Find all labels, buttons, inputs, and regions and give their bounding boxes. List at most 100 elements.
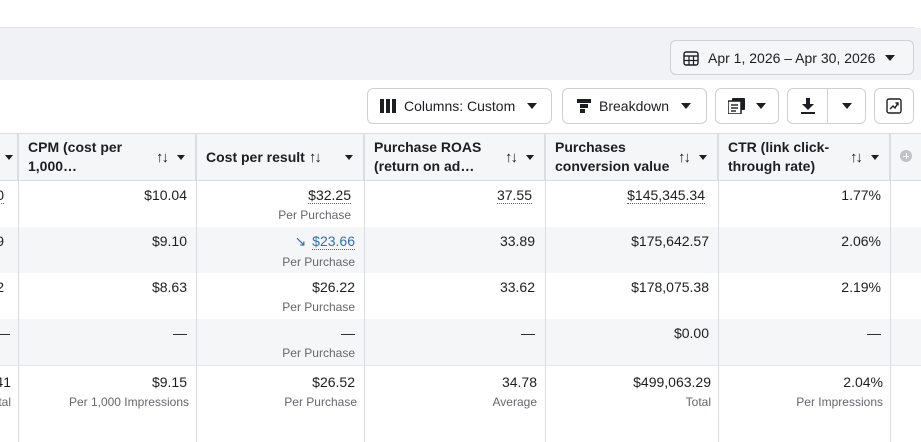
cost-per-result-unit: Per Purchase (282, 346, 355, 360)
cpm-value: $8.63 (151, 279, 187, 295)
purchase-roas-value[interactable]: 37.55 (496, 187, 532, 204)
purchase-roas-total-unit: Average (492, 395, 537, 409)
column-header-cost-per-result[interactable]: Cost per result ↑↓ (196, 133, 364, 181)
purchases-value-total-unit: Total (685, 395, 711, 409)
column-header-purchase-roas[interactable]: Purchase ROAS (return on ad… ↑↓ (364, 133, 545, 181)
ctr-total-unit: Per Impressions (796, 395, 883, 409)
column-divider (364, 133, 365, 442)
table-row (0, 181, 921, 227)
purchase-roas-value: 33.89 (499, 233, 535, 249)
sort-icon[interactable]: ↑↓ (308, 148, 322, 166)
cost-per-result-value: — (341, 325, 355, 341)
download-action[interactable] (788, 89, 828, 123)
ctr-value: 2.19% (841, 279, 881, 295)
sort-icon[interactable]: ↑↓ (678, 148, 691, 166)
column-divider (18, 133, 19, 442)
totals-row (0, 365, 921, 442)
columns-icon (380, 99, 396, 113)
cost-per-result-unit: Per Purchase (282, 300, 355, 314)
date-range-label: Apr 1, 2026 – Apr 30, 2026 (708, 49, 876, 66)
cost-per-result-total-unit: Per Purchase (284, 395, 357, 409)
chevron-down-icon[interactable] (177, 154, 185, 160)
sort-icon[interactable]: ↑↓ (505, 148, 518, 166)
chevron-down-icon[interactable] (345, 154, 353, 160)
purchases-value-total: $499,063.29 (633, 374, 711, 390)
purchase-roas-value: 33.62 (499, 279, 535, 295)
chevron-down-icon (756, 103, 766, 109)
purchase-roas-total: 34.78 (501, 374, 537, 390)
prev-column-value: 0 (0, 187, 4, 204)
top-panel (0, 0, 915, 28)
header-cost-line1: Cost per result (206, 148, 305, 165)
purchases-value[interactable]: $145,345.34 (627, 187, 705, 204)
chevron-down-icon[interactable] (871, 154, 879, 160)
ctr-total: 2.04% (843, 374, 883, 390)
cpm-value: $9.10 (151, 233, 187, 249)
column-header-partial[interactable] (0, 133, 18, 181)
prev-column-total: 41 (0, 374, 11, 390)
sort-icon[interactable]: ↑↓ (156, 148, 169, 166)
export-button[interactable] (787, 88, 866, 124)
cost-per-result-value[interactable]: $32.25 (308, 187, 351, 204)
table-header (0, 133, 921, 181)
header-cpm-line2: 1,000… (28, 158, 78, 174)
purchases-value: $178,075.38 (631, 279, 709, 295)
header-roas-line2: (return on ad… (374, 158, 475, 174)
column-divider (196, 133, 197, 442)
date-range-button[interactable]: Apr 1, 2026 – Apr 30, 2026 (670, 40, 914, 75)
cpm-total-unit: Per 1,000 Impressions (68, 395, 189, 409)
prev-column-value: 9 (0, 233, 4, 249)
column-header-cpm[interactable]: CPM (cost per 1,000… ↑↓ (18, 133, 196, 181)
download-icon (800, 98, 815, 114)
header-value-line1: Purchases (555, 139, 626, 155)
cpm-value: — (173, 325, 187, 341)
column-header-purchases-value[interactable]: Purchases conversion value ↑↓ (545, 133, 718, 181)
prev-column-value: 2 (0, 279, 4, 295)
reports-icon (728, 98, 745, 114)
table-row (0, 273, 921, 319)
cost-per-result-unit: Per Purchase (278, 208, 351, 222)
columns-label: Columns: Custom (404, 98, 516, 114)
chevron-down-icon[interactable] (699, 154, 707, 160)
cost-per-result-total: $26.52 (312, 374, 355, 390)
table-row (0, 227, 921, 273)
table-row (0, 319, 921, 365)
cpm-total: $9.15 (151, 374, 187, 390)
column-header-ctr[interactable]: CTR (link click- through rate) ↑↓ (718, 133, 890, 181)
columns-button[interactable]: Columns: Custom (367, 88, 552, 124)
add-column-icon[interactable] (900, 150, 912, 162)
cost-per-result-value: $26.22 (312, 279, 355, 295)
purchase-roas-value: — (521, 325, 535, 341)
trend-down-icon: ↘ (294, 233, 307, 249)
ctr-value: 2.06% (841, 233, 881, 249)
cost-per-result-value[interactable]: ↘ $23.66 (294, 233, 355, 250)
cost-per-result-unit: Per Purchase (282, 255, 355, 269)
chevron-down-icon (885, 54, 896, 61)
calendar-icon (683, 50, 699, 66)
chevron-down-icon[interactable] (5, 154, 13, 160)
column-divider (718, 133, 719, 442)
sort-icon[interactable]: ↑↓ (850, 148, 863, 166)
export-options[interactable] (828, 103, 865, 109)
header-roas-line1: Purchase ROAS (374, 139, 482, 155)
column-divider (890, 133, 891, 442)
reports-button[interactable] (715, 88, 779, 124)
chevron-down-icon (841, 103, 852, 109)
header-ctr-line1: CTR (link click- (728, 139, 830, 155)
column-divider (545, 133, 546, 442)
header-value-line2: conversion value (555, 158, 670, 174)
prev-column-total-unit: tal (0, 395, 11, 409)
chart-toggle-button[interactable] (874, 88, 914, 124)
purchases-value: $175,642.57 (631, 233, 709, 249)
purchases-value: $0.00 (673, 325, 709, 341)
chevron-down-icon (527, 103, 538, 109)
cpm-value: $10.04 (144, 187, 187, 203)
ctr-value: 1.77% (841, 187, 881, 203)
header-cpm-line1: CPM (cost per (28, 139, 123, 155)
chevron-down-icon[interactable] (526, 154, 534, 160)
breakdown-button[interactable]: Breakdown (562, 88, 707, 124)
chevron-down-icon (681, 103, 692, 109)
header-ctr-line2: through rate) (728, 158, 816, 174)
breakdown-icon (577, 99, 591, 113)
breakdown-label: Breakdown (599, 98, 670, 114)
